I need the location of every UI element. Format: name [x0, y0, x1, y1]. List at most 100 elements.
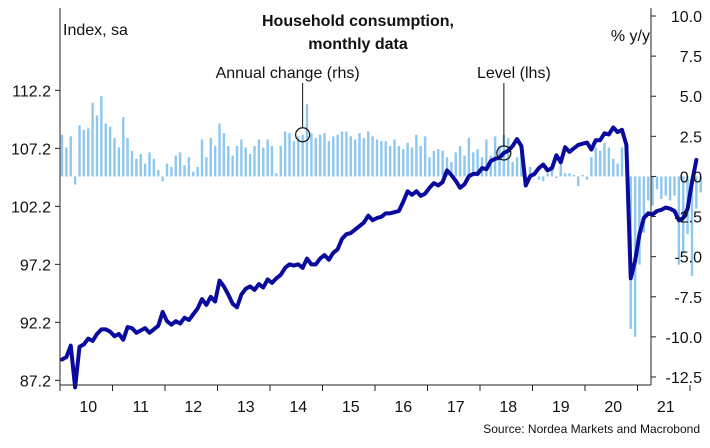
annual-bar — [550, 166, 554, 177]
annual-bar — [594, 147, 597, 177]
annual-bar — [458, 145, 462, 177]
x-tick-label: 18 — [499, 399, 517, 416]
annual-bar — [620, 147, 624, 177]
annual-bar — [362, 137, 366, 177]
annual-bar — [616, 163, 619, 177]
level-line — [60, 125, 699, 390]
annual-bar — [371, 136, 374, 177]
annual-bar — [78, 125, 81, 177]
annual-bar — [537, 176, 541, 180]
left-tick-label: 112.2 — [12, 83, 51, 100]
annual-bar — [546, 173, 549, 177]
annual-bar — [511, 162, 514, 177]
annual-bar — [472, 152, 475, 177]
annual-bar — [577, 176, 580, 187]
x-axis-ticks: 10 11 12 13 14 15 16 17 18 19 20 21 — [59, 385, 691, 416]
annual-bar — [152, 158, 156, 177]
annual-bar — [82, 129, 86, 177]
x-tick-label: 21 — [657, 399, 675, 416]
annual-bar — [598, 150, 602, 177]
right-tick-label: -5.0 — [674, 250, 702, 267]
level-annotation-label: Level (lhs) — [477, 65, 551, 82]
x-tick-label: 20 — [604, 399, 622, 416]
annual-bar — [336, 134, 339, 177]
annotations: Annual change (rhs) Level (lhs) — [216, 65, 551, 161]
annual-bar — [157, 170, 160, 177]
annual-bar — [581, 174, 584, 177]
annual-bar — [353, 139, 357, 177]
annual-bar — [139, 153, 142, 177]
left-tick-label: 87.2 — [20, 373, 51, 390]
annual-bar — [288, 133, 291, 177]
annual-bar — [187, 157, 191, 177]
annual-bar — [275, 173, 278, 177]
annual-bar — [467, 137, 471, 177]
annual-bar — [65, 147, 68, 177]
right-tick-label: 5.0 — [680, 89, 702, 106]
annual-bar — [419, 145, 422, 177]
annual-bar — [126, 137, 129, 177]
annual-bar — [73, 176, 77, 185]
annual-bar — [213, 145, 217, 177]
annual-bar — [358, 133, 361, 177]
annual-bar — [454, 152, 457, 177]
annual-bar — [117, 147, 121, 177]
annual-bar — [240, 139, 243, 177]
annual-bar — [563, 173, 567, 177]
annual-bar — [170, 166, 173, 177]
annual-bar — [476, 149, 479, 177]
annual-annotation-label: Annual change (rhs) — [216, 65, 360, 82]
annual-bar — [262, 147, 265, 177]
annual-bar — [423, 136, 427, 177]
level-line-group — [60, 125, 699, 390]
annual-bar — [91, 102, 94, 177]
x-tick-label: 10 — [79, 399, 97, 416]
annual-bar — [590, 157, 593, 177]
annual-bar — [165, 163, 169, 177]
annual-bar — [292, 141, 296, 177]
annual-marker-circle — [295, 127, 311, 143]
annual-bar — [612, 158, 615, 177]
annual-bar — [542, 176, 545, 182]
annual-bar — [266, 139, 269, 177]
right-tick-label: -12.5 — [666, 370, 703, 387]
annual-bar — [668, 176, 672, 201]
x-tick-label: 13 — [237, 399, 255, 416]
annual-bar — [559, 160, 562, 177]
annual-bar — [253, 145, 256, 177]
annual-bar — [209, 137, 212, 177]
annual-bar — [660, 176, 663, 199]
source-note: Source: Nordea Markets and Macrobond — [483, 422, 700, 436]
annual-bar — [235, 145, 239, 177]
x-tick-label: 11 — [132, 399, 149, 416]
annual-bar — [122, 117, 125, 177]
annual-bar — [655, 176, 659, 190]
annual-bar — [113, 137, 116, 177]
annual-bar — [664, 176, 667, 196]
annual-bar — [380, 141, 383, 177]
x-tick-label: 15 — [342, 399, 360, 416]
annual-bar — [402, 149, 405, 177]
annual-bar — [192, 171, 195, 177]
annual-bar — [143, 163, 147, 177]
annual-bar — [297, 136, 300, 177]
annual-bar — [450, 162, 453, 177]
right-tick-label: 7.5 — [680, 49, 702, 66]
chart-title-line2: monthly data — [308, 36, 408, 53]
annual-bar — [393, 139, 396, 177]
annual-bar — [318, 134, 322, 177]
annual-bar — [100, 96, 103, 177]
right-tick-label: 10.0 — [671, 9, 702, 26]
annual-bar — [270, 145, 274, 177]
annual-bar — [279, 145, 282, 177]
annual-bar — [603, 142, 606, 177]
annual-bar — [690, 176, 694, 276]
annual-bar — [104, 123, 107, 177]
left-tick-label: 107.2 — [11, 141, 51, 158]
annual-bar — [314, 137, 317, 177]
annual-bar — [218, 123, 221, 177]
annual-bar — [231, 155, 234, 177]
annual-bar — [397, 145, 401, 177]
annual-bar — [244, 147, 247, 177]
